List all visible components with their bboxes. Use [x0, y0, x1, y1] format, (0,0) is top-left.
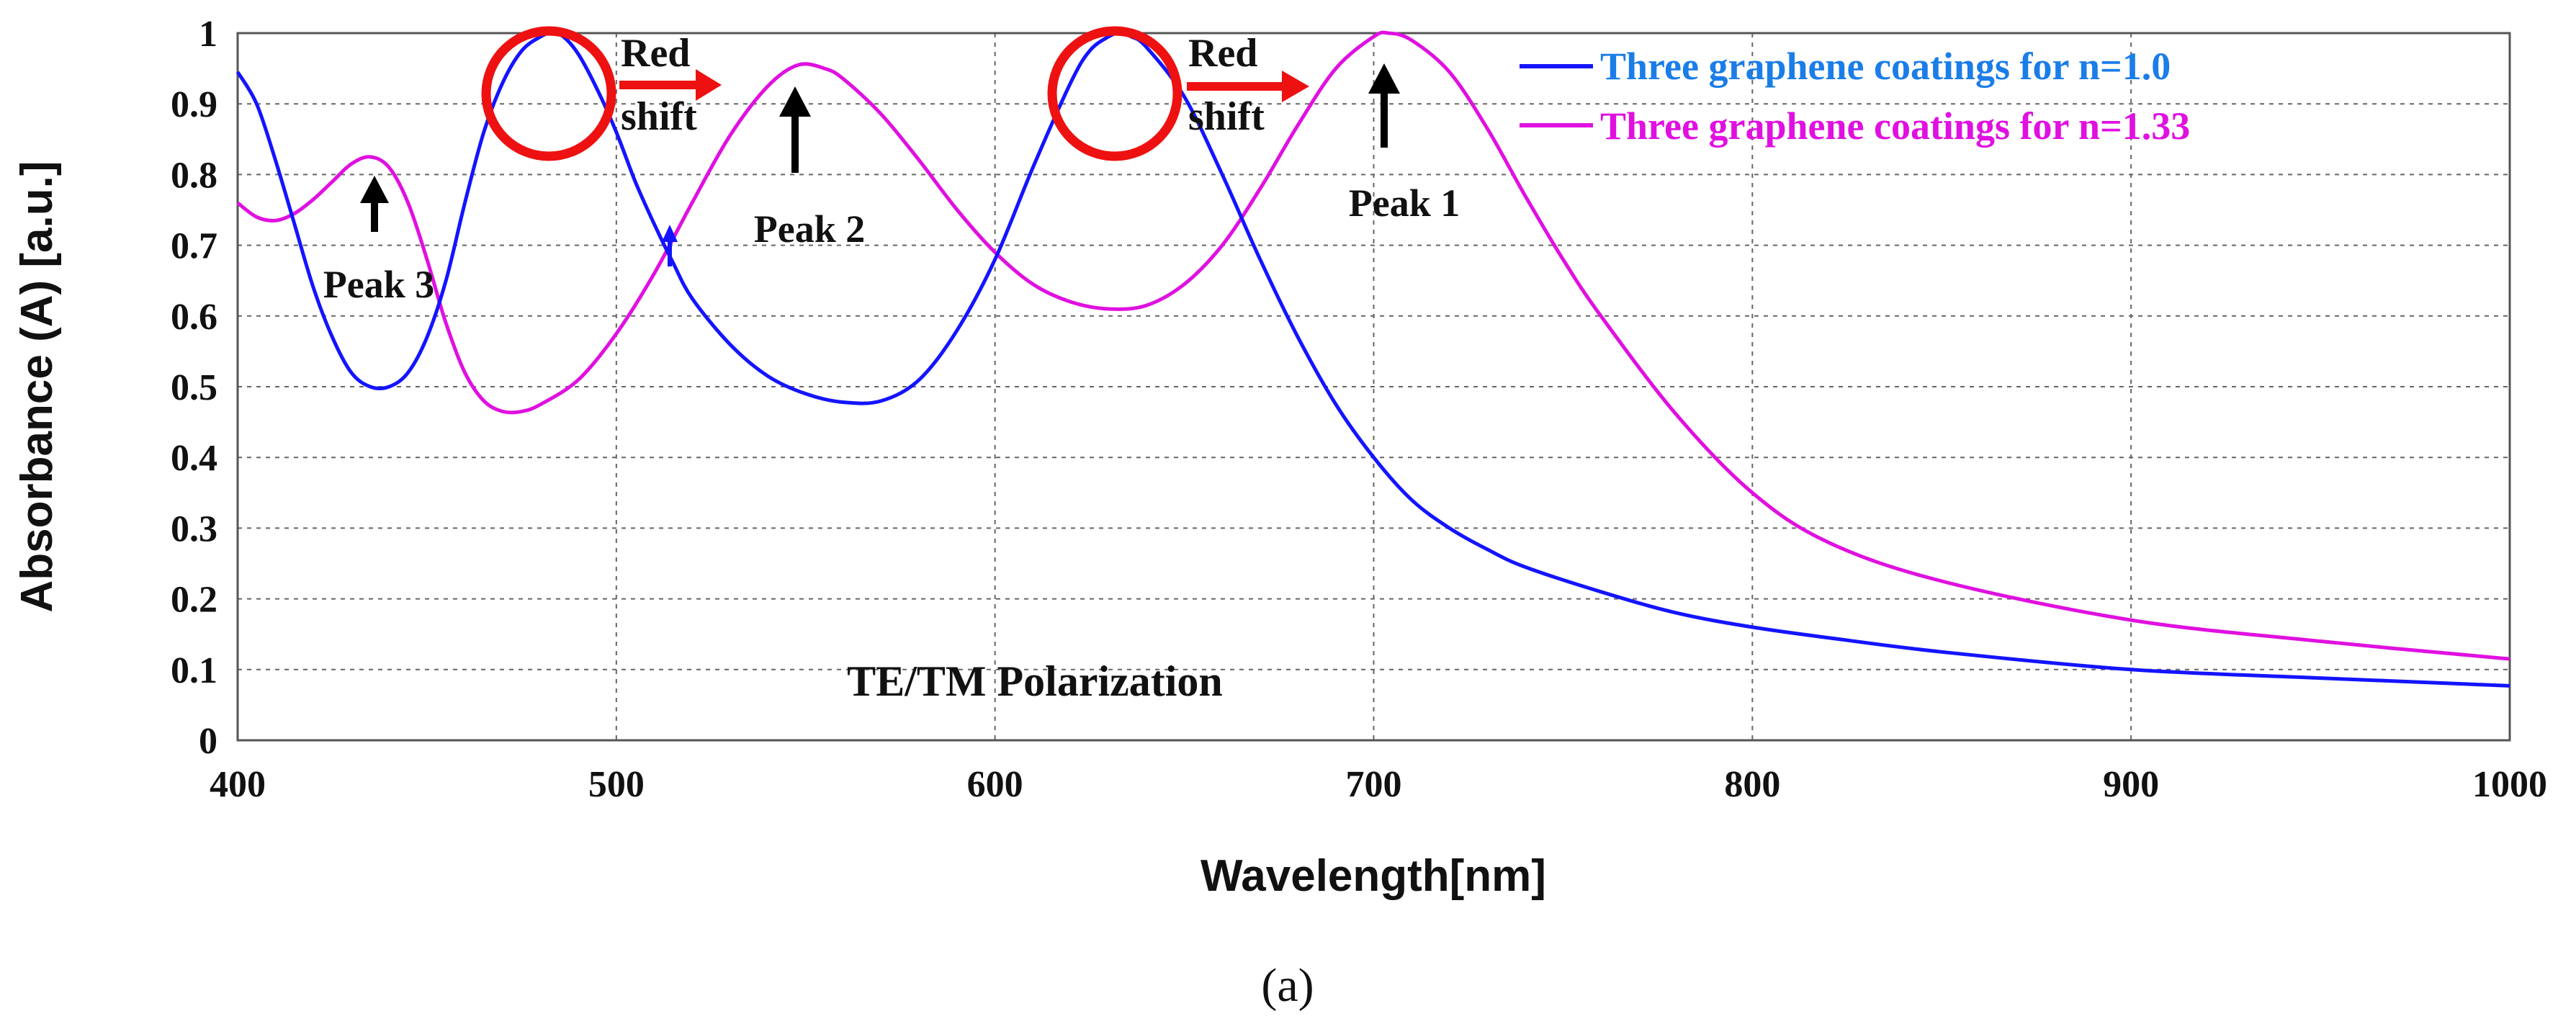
- highlight-circle-1: [481, 26, 616, 161]
- x-tick-label: 700: [1346, 764, 1402, 805]
- y-tick-label: 0.7: [171, 226, 217, 267]
- legend-label-n133: Three graphene coatings for n=1.33: [1600, 104, 2190, 148]
- peak-3-label: Peak 3: [323, 263, 435, 306]
- peak-1-arrow: [1368, 63, 1400, 148]
- y-tick-label: 0.6: [171, 297, 217, 338]
- tick-labels: 0 0.1 0.2 0.3 0.4 0.5 0.6 0.7 0.8 0.9 1 400 500 600 70…: [171, 14, 2547, 805]
- y-tick-label: 0.3: [171, 508, 217, 549]
- red-shift-arrow-1: [619, 69, 722, 101]
- y-tick-label: 0.1: [171, 650, 217, 691]
- peak-3-arrow: [360, 176, 389, 232]
- red-shift-label-2-line1: Red: [1188, 31, 1257, 76]
- peak-2-arrow: [779, 86, 811, 173]
- series-line-n1: [235, 31, 2510, 688]
- y-tick-label: 0.8: [171, 155, 217, 196]
- y-tick-label: 1: [199, 14, 217, 55]
- x-tick-label: 800: [1724, 764, 1780, 805]
- subfigure-label: (a): [1261, 959, 1314, 1012]
- peak-2-label: Peak 2: [754, 207, 866, 251]
- legend: Three graphene coatings for n=1.0 Three …: [1520, 45, 2190, 148]
- x-tick-label: 600: [967, 764, 1023, 805]
- red-shift-label-1-line1: Red: [621, 31, 690, 76]
- highlight-circle-2: [1047, 26, 1182, 161]
- y-tick-label: 0.5: [171, 367, 217, 408]
- red-shift-arrow-2: [1187, 71, 1309, 102]
- x-tick-label: 500: [588, 764, 645, 805]
- small-cross-arrow: [662, 225, 678, 266]
- series-line-n133: [236, 30, 2510, 661]
- y-tick-label: 0.2: [171, 580, 217, 621]
- red-shift-label-1-line2: shift: [621, 94, 697, 139]
- peak-1-label: Peak 1: [1349, 181, 1460, 225]
- y-axis-label: Absorbance (A) [a.u.]: [12, 161, 62, 613]
- polarization-label: TE/TM Polarization: [847, 657, 1223, 705]
- x-tick-label: 400: [210, 764, 266, 805]
- plot-frame: [236, 32, 2511, 742]
- red-shift-label-2-line2: shift: [1188, 94, 1265, 139]
- y-tick-label: 0.4: [171, 438, 217, 479]
- x-tick-label: 900: [2103, 764, 2159, 805]
- y-tick-label: 0.9: [171, 84, 217, 125]
- legend-label-n1: Three graphene coatings for n=1.0: [1600, 45, 2171, 88]
- series-lines: [235, 30, 2510, 688]
- grid-lines: [238, 33, 2510, 740]
- y-tick-label: 0: [199, 721, 217, 762]
- x-tick-label: 1000: [2472, 764, 2547, 805]
- x-axis-label: Wavelength[nm]: [1201, 851, 1546, 901]
